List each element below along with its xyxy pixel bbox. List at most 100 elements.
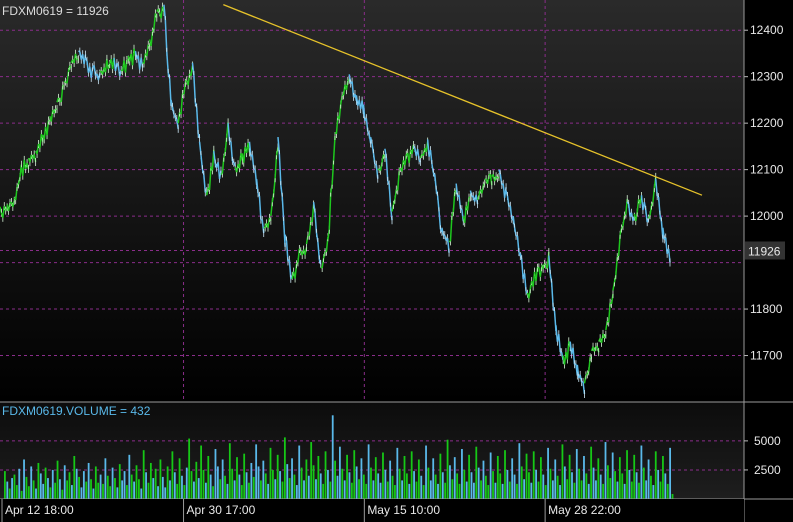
volume-bar: [628, 469, 631, 499]
volume-bar: [444, 482, 447, 499]
volume-bar: [324, 451, 327, 499]
volume-bar: [573, 482, 576, 499]
volume-bar: [642, 467, 645, 499]
volume-bar: [154, 468, 157, 499]
volume-bar: [166, 466, 169, 499]
volume-bar: [501, 483, 504, 499]
volume-bar: [496, 455, 499, 499]
volume-bar: [133, 481, 136, 499]
volume-bar: [8, 488, 11, 499]
volume-bar: [420, 475, 423, 499]
x-axis-tick-label: May 15 10:00: [367, 503, 440, 517]
volume-bar: [599, 474, 602, 499]
volume-bar: [461, 449, 463, 499]
volume-bar: [245, 472, 248, 499]
volume-bar: [6, 481, 9, 499]
volume-bar: [152, 478, 155, 499]
x-axis-tick-label: Apr 30 17:00: [187, 503, 256, 517]
volume-bar: [355, 466, 358, 499]
volume-bar: [587, 483, 590, 499]
volume-bar: [360, 458, 363, 499]
volume-bar: [238, 474, 241, 499]
volume-bar: [327, 469, 329, 499]
volume-bar: [49, 487, 52, 499]
volume-bar: [298, 445, 301, 499]
volume-bar: [20, 490, 23, 499]
volume-bar: [207, 455, 210, 499]
x-axis-tick-label: Apr 12 18:00: [5, 503, 74, 517]
trendline[interactable]: [223, 4, 703, 196]
volume-bar: [97, 482, 100, 499]
volume-bar: [236, 457, 238, 499]
price-panel[interactable]: FDXM0619 = 11926: [0, 0, 744, 499]
volume-bar: [664, 473, 667, 499]
volume-bar: [394, 485, 396, 499]
volume-bar: [118, 464, 121, 499]
volume-bar: [121, 480, 124, 499]
volume-bar: [597, 458, 600, 499]
volume-bar: [429, 480, 432, 499]
volume-bar: [87, 462, 90, 499]
volume-bar: [465, 481, 468, 499]
volume-bar: [583, 455, 585, 499]
volume-bar: [295, 485, 298, 499]
volume-bar: [169, 480, 171, 499]
volume-bar: [138, 479, 140, 499]
volume-panel[interactable]: FDXM0619.VOLUME = 432: [0, 402, 744, 499]
volume-bar: [13, 474, 16, 499]
volume-bar: [214, 449, 217, 499]
volume-bar: [537, 481, 540, 499]
volume-bar: [513, 474, 516, 499]
volume-bar: [549, 468, 552, 499]
volume-bar: [111, 467, 114, 499]
volume-bar: [635, 472, 638, 499]
volume-bar: [353, 450, 356, 499]
price-segment: [328, 192, 332, 230]
price-y-tick-label: 12200: [750, 116, 784, 130]
volume-bar: [51, 469, 54, 499]
volume-bar: [293, 474, 296, 499]
price-segment: [278, 154, 282, 186]
volume-bar: [413, 471, 415, 499]
volume-bar: [66, 480, 69, 499]
volume-bar: [654, 451, 657, 499]
volume-bar: [556, 475, 559, 499]
volume-bar: [339, 446, 341, 499]
volume-bar: [68, 472, 71, 499]
volume-bar: [561, 444, 564, 499]
volume-bar: [614, 471, 616, 499]
volume-bar: [240, 485, 243, 499]
volume-bar: [532, 451, 535, 499]
volume-bar: [489, 452, 492, 499]
volume-bar: [441, 472, 444, 499]
volume-bar: [92, 488, 95, 499]
volume-bar: [386, 481, 389, 499]
volume-bar: [530, 482, 533, 499]
volume-bar: [176, 483, 179, 499]
price-y-tick-label: 12100: [750, 163, 784, 177]
volume-bar: [611, 452, 614, 499]
volume-bar: [260, 480, 262, 499]
volume-bar: [47, 478, 49, 499]
volume-bar: [267, 483, 270, 499]
price-segment: [193, 75, 197, 103]
volume-bar: [463, 469, 466, 499]
volume-bar: [195, 461, 198, 499]
volume-bar: [456, 473, 459, 499]
volume-bar: [102, 483, 104, 499]
volume-bar: [365, 483, 368, 499]
volume-bar: [551, 480, 554, 499]
volume-bar: [197, 478, 200, 499]
volume-bar: [417, 459, 420, 499]
volume-bar: [85, 481, 88, 499]
volume-bar: [343, 480, 346, 499]
volume-bar: [525, 453, 528, 499]
last-value-badge: [745, 241, 785, 260]
volume-bar: [336, 475, 339, 499]
volume-bar: [248, 482, 250, 499]
volume-bar: [484, 475, 487, 499]
volume-bar: [341, 468, 344, 499]
volume-bar: [578, 468, 581, 499]
volume-bar: [575, 449, 578, 499]
